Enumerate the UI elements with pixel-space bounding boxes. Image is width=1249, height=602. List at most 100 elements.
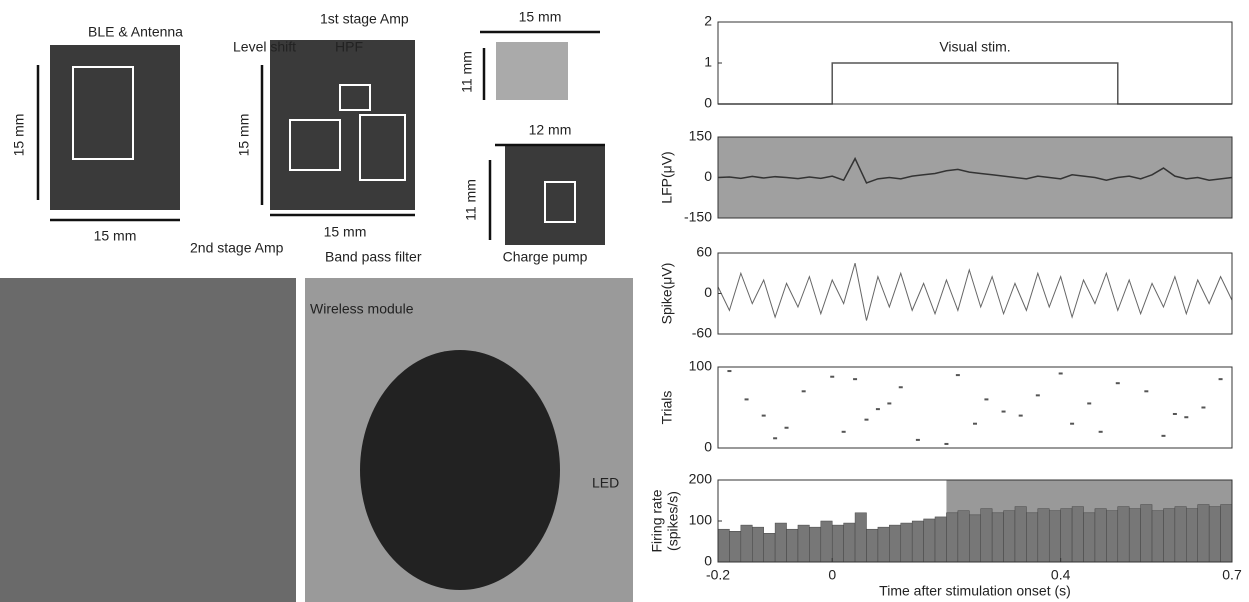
data-line (718, 263, 1232, 320)
bar (992, 513, 1003, 562)
photo-label: LED (592, 475, 619, 491)
raster-dot (973, 423, 977, 425)
y-tick-label: 0 (704, 439, 712, 455)
y-tick-label: 150 (689, 128, 713, 144)
photo-panels: BLE & Antenna 15 mm 15 mm 1st stage Amp … (0, 9, 633, 602)
bar (1049, 511, 1060, 562)
bar (832, 525, 843, 562)
photo-label: 11 mm (459, 51, 475, 93)
raster-dot (1002, 411, 1006, 413)
raster-dot (944, 443, 948, 445)
bar (1015, 507, 1026, 562)
photo-label: 15 mm (324, 224, 367, 240)
raster-dot (745, 398, 749, 400)
hand-photo (0, 278, 296, 602)
bar (752, 527, 763, 562)
annotation: Visual stim. (939, 39, 1010, 55)
photo-label: Charge pump (503, 249, 588, 265)
bar (1175, 507, 1186, 562)
bar (1198, 505, 1209, 562)
photo-label: BLE & Antenna (88, 24, 183, 40)
raster-dot (1059, 372, 1063, 374)
y-tick-label: 1 (704, 54, 712, 70)
y-axis-label: Spike(μV) (659, 263, 675, 325)
bar (1221, 505, 1232, 562)
y-tick-label: 100 (689, 358, 713, 374)
raster-dot (802, 390, 806, 392)
bar (981, 509, 992, 562)
bar (1163, 509, 1174, 562)
x-axis-label: Time after stimulation onset (s) (879, 583, 1071, 599)
bar (787, 529, 798, 562)
bar (1152, 511, 1163, 562)
photo-label: 15 mm (519, 9, 562, 25)
photo-label: 15 mm (94, 228, 137, 244)
raster-dot (830, 376, 834, 378)
raster-dot (1144, 390, 1148, 392)
bar (809, 527, 820, 562)
raster-dot (785, 427, 789, 429)
bar (1004, 511, 1015, 562)
pcb-photo (505, 145, 605, 245)
raster-dot (1070, 423, 1074, 425)
raster-dot (1036, 394, 1040, 396)
y-tick-label: 60 (696, 244, 712, 260)
raster-dot (956, 374, 960, 376)
photo-label: 12 mm (529, 122, 572, 138)
y-axis-label: Firing rate (649, 489, 665, 552)
figure: BLE & Antenna 15 mm 15 mm 1st stage Amp … (0, 0, 1249, 602)
pcb-photo (50, 45, 180, 210)
raster-dot (1161, 435, 1165, 437)
raster-dot (1087, 402, 1091, 404)
bar (855, 513, 866, 562)
raster-dot (1184, 416, 1188, 418)
x-tick-label: 0 (828, 567, 836, 583)
y-tick-label: 100 (689, 512, 713, 528)
raster-dot (887, 402, 891, 404)
bar (1118, 507, 1129, 562)
raster-dot (876, 408, 880, 410)
bar (729, 531, 740, 562)
data-line (718, 63, 1232, 104)
photo-label: Wireless module (310, 301, 414, 317)
mouse-shape (360, 350, 560, 590)
raster-dot (864, 419, 868, 421)
battery-photo (496, 42, 568, 100)
bar (969, 515, 980, 562)
bar (878, 527, 889, 562)
raster-dot (1099, 431, 1103, 433)
pcb-photo (270, 40, 415, 210)
raster-dot (842, 431, 846, 433)
y-tick-label: -150 (684, 209, 712, 225)
bar (935, 517, 946, 562)
bar (1061, 509, 1072, 562)
raster-dot (1173, 413, 1177, 415)
bar (946, 513, 957, 562)
photo-label: 2nd stage Amp (190, 240, 284, 256)
bar (901, 523, 912, 562)
raster-dot (727, 370, 731, 372)
bar (889, 525, 900, 562)
raster-dot (916, 439, 920, 441)
y-axis-label: Trials (659, 391, 675, 425)
photo-label: 15 mm (236, 114, 252, 157)
axes-frame (718, 367, 1232, 448)
bar (1095, 509, 1106, 562)
y-axis-label: (spikes/s) (665, 491, 681, 551)
raster-dot (1201, 407, 1205, 409)
photo-label: 15 mm (11, 114, 27, 157)
bar (958, 511, 969, 562)
bar (775, 523, 786, 562)
bar (798, 525, 809, 562)
photo-label: HPF (335, 39, 363, 55)
bar (1106, 511, 1117, 562)
y-tick-label: 2 (704, 13, 712, 29)
x-tick-label: 0.7 (1222, 567, 1242, 583)
y-tick-label: 200 (689, 471, 713, 487)
axes-frame (718, 253, 1232, 334)
bar (821, 521, 832, 562)
trial-band (718, 137, 1232, 218)
bar (1026, 513, 1037, 562)
raster-dot (1019, 415, 1023, 417)
y-tick-label: 0 (704, 284, 712, 300)
